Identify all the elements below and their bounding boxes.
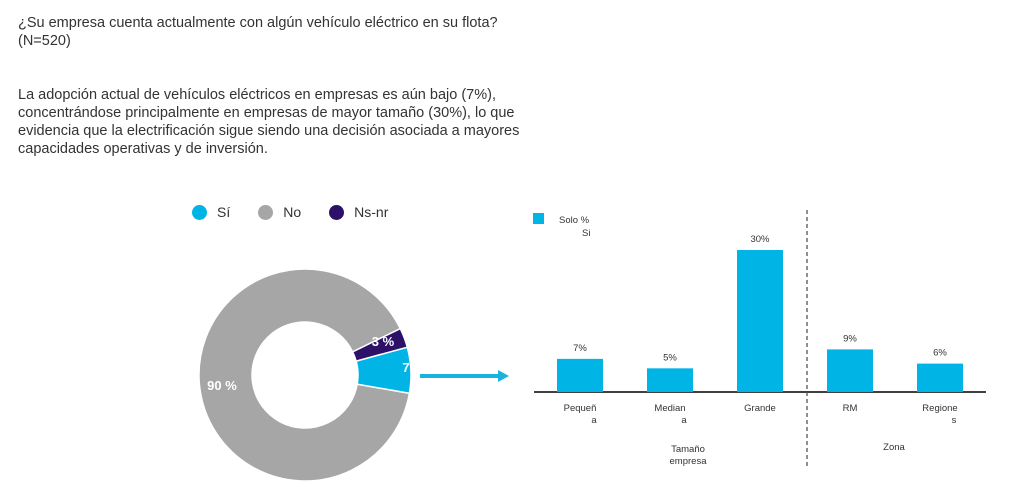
bar-group-label: Zona: [883, 442, 905, 453]
bar-value-label: 9%: [843, 333, 857, 344]
bar-value-label: 5%: [663, 352, 677, 363]
bar-category-label: Median: [654, 403, 685, 414]
summary-line-4: capacidades operativas y de inversión.: [18, 141, 268, 157]
legend-label-no: No: [283, 204, 302, 220]
bar-group-label: empresa: [670, 456, 708, 467]
legend-item-no: No: [258, 204, 301, 220]
question-text: ¿Su empresa cuenta actualmente con algún…: [18, 14, 638, 50]
legend-item-nsnr: Ns-nr: [329, 204, 388, 220]
bar-value-label: 30%: [750, 234, 770, 245]
bar-category-label: RM: [843, 403, 858, 414]
legend-label-si: Sí: [217, 204, 231, 220]
donut-label-nsnr: 3 %: [372, 334, 395, 349]
bar-category-label: Pequeñ: [564, 403, 597, 414]
donut-legend: Sí No Ns-nr: [192, 204, 416, 220]
donut-label-si: 7: [402, 360, 409, 375]
legend-label-nsnr: Ns-nr: [354, 204, 389, 220]
summary-line-2: concentrándose principalmente en empresa…: [18, 105, 515, 121]
bar-1: [647, 368, 693, 392]
donut-chart: 7 3 % 90 %: [198, 268, 412, 482]
bar-category-label: Grande: [744, 403, 776, 414]
bar-value-label: 6%: [933, 348, 947, 359]
question-line-1: ¿Su empresa cuenta actualmente con algún…: [18, 15, 498, 31]
legend-item-si: Sí: [192, 204, 230, 220]
bar-4: [917, 363, 963, 392]
bar-legend-swatch: [533, 213, 544, 224]
bar-3: [827, 349, 873, 392]
summary-line-1: La adopción actual de vehículos eléctric…: [18, 87, 496, 103]
arrow-head: [498, 370, 509, 382]
bar-category-label: a: [591, 415, 597, 426]
summary-line-3: evidencia que la electrificación sigue s…: [18, 123, 520, 139]
bar-0: [557, 358, 603, 392]
arrow-connector: [420, 370, 509, 382]
bar-legend-line-2: Si: [582, 228, 590, 239]
bar-2: [737, 250, 783, 392]
bar-value-label: 7%: [573, 343, 587, 354]
question-sample-size: (N=520): [18, 33, 71, 49]
bar-group-label: Tamaño: [671, 444, 705, 455]
bar-category-label: Regione: [922, 403, 957, 414]
bar-chart: Solo % Si 7%Pequeña5%Mediana30%Grande9%R…: [533, 210, 986, 468]
legend-swatch-nsnr: [329, 204, 345, 220]
legend-swatch-no: [258, 204, 274, 220]
summary-text: La adopción actual de vehículos eléctric…: [18, 86, 638, 158]
bar-legend-line-1: Solo %: [559, 215, 590, 226]
donut-slice-no: [198, 268, 411, 482]
donut-label-no: 90 %: [207, 378, 237, 393]
legend-swatch-si: [192, 204, 207, 220]
bar-category-label: a: [681, 415, 687, 426]
bar-category-label: s: [952, 415, 957, 426]
